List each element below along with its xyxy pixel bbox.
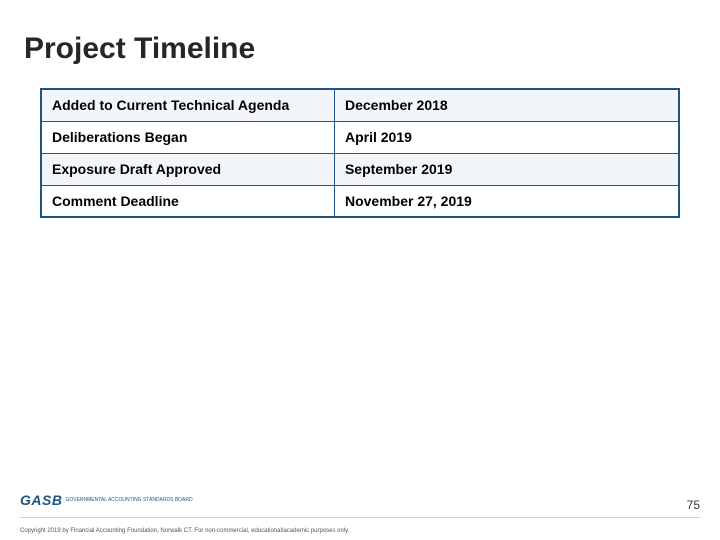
brand-logo: GASB GOVERNMENTAL ACCOUNTING STANDARDS B… bbox=[20, 492, 193, 508]
table-row: Added to Current Technical Agenda Decemb… bbox=[41, 89, 679, 121]
milestone-date: December 2018 bbox=[334, 89, 679, 121]
timeline-table: Added to Current Technical Agenda Decemb… bbox=[40, 88, 680, 218]
milestone-label: Added to Current Technical Agenda bbox=[41, 89, 334, 121]
slide-title: Project Timeline bbox=[24, 32, 690, 66]
table-row: Exposure Draft Approved September 2019 bbox=[41, 153, 679, 185]
milestone-date: September 2019 bbox=[334, 153, 679, 185]
logo-text: GASB bbox=[20, 492, 62, 508]
table-row: Deliberations Began April 2019 bbox=[41, 121, 679, 153]
slide: Project Timeline Added to Current Techni… bbox=[0, 0, 720, 540]
milestone-label: Deliberations Began bbox=[41, 121, 334, 153]
page-number: 75 bbox=[687, 498, 700, 512]
table-row: Comment Deadline November 27, 2019 bbox=[41, 185, 679, 217]
milestone-label: Comment Deadline bbox=[41, 185, 334, 217]
milestone-date: April 2019 bbox=[334, 121, 679, 153]
logo-tagline: GOVERNMENTAL ACCOUNTING STANDARDS BOARD bbox=[65, 498, 192, 503]
copyright-text: Copyright 2019 by Financial Accounting F… bbox=[20, 528, 349, 534]
milestone-date: November 27, 2019 bbox=[334, 185, 679, 217]
milestone-label: Exposure Draft Approved bbox=[41, 153, 334, 185]
footer-divider bbox=[20, 517, 700, 518]
